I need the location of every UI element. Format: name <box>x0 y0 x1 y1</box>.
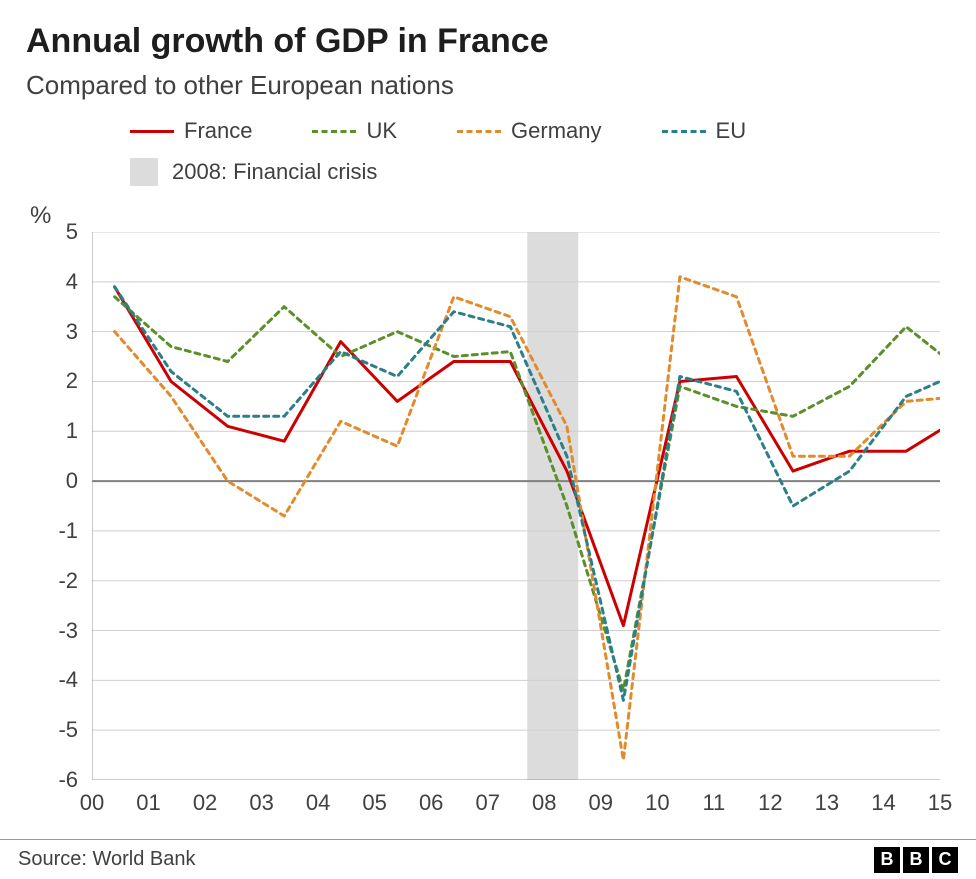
bbc-logo: B B C <box>874 847 958 873</box>
y-tick-label: 0 <box>38 468 78 494</box>
y-tick-label: -1 <box>38 518 78 544</box>
x-tick-label: 06 <box>419 790 443 816</box>
legend-label-france: France <box>184 118 252 144</box>
x-tick-label: 05 <box>362 790 386 816</box>
y-tick-label: -6 <box>38 767 78 793</box>
legend-row-crisis: 2008: Financial crisis <box>130 158 377 186</box>
legend-swatch-germany <box>457 130 501 133</box>
legend-swatch-france <box>130 130 174 133</box>
x-tick-label: 11 <box>702 790 725 816</box>
chart-page: Annual growth of GDP in France Compared … <box>0 0 976 879</box>
x-tick-label: 04 <box>306 790 330 816</box>
y-tick-label: 3 <box>38 319 78 345</box>
legend-item-uk: UK <box>312 118 397 144</box>
legend-swatch-crisis <box>130 158 158 186</box>
y-tick-label: 4 <box>38 269 78 295</box>
x-tick-label: 12 <box>758 790 782 816</box>
legend-label-uk: UK <box>366 118 397 144</box>
chart-svg <box>92 232 940 780</box>
footer: Source: World Bank B B C <box>0 839 976 879</box>
bbc-logo-letter: C <box>932 847 958 873</box>
x-tick-label: 07 <box>475 790 499 816</box>
chart-title: Annual growth of GDP in France <box>26 22 549 61</box>
legend-row-series: France UK Germany EU <box>130 118 746 144</box>
legend-swatch-eu <box>662 130 706 133</box>
legend-swatch-uk <box>312 130 356 133</box>
legend-label-crisis: 2008: Financial crisis <box>172 159 377 185</box>
x-tick-label: 01 <box>136 790 160 816</box>
legend-item-eu: EU <box>662 118 747 144</box>
bbc-logo-letter: B <box>903 847 929 873</box>
chart-subtitle: Compared to other European nations <box>26 70 454 101</box>
y-tick-label: -2 <box>38 568 78 594</box>
x-tick-label: 15 <box>928 790 952 816</box>
legend-label-eu: EU <box>716 118 747 144</box>
source-text: Source: World Bank <box>18 848 196 871</box>
x-tick-label: 10 <box>645 790 669 816</box>
y-tick-label: -3 <box>38 618 78 644</box>
y-tick-label: 1 <box>38 418 78 444</box>
y-tick-label: 5 <box>38 219 78 245</box>
x-tick-label: 03 <box>249 790 273 816</box>
y-tick-label: -5 <box>38 717 78 743</box>
legend-label-germany: Germany <box>511 118 601 144</box>
plot-area: -6-5-4-3-2-1012345 000102030405060708091… <box>92 232 940 780</box>
x-tick-label: 14 <box>871 790 895 816</box>
x-tick-label: 00 <box>80 790 104 816</box>
bbc-logo-letter: B <box>874 847 900 873</box>
y-tick-label: 2 <box>38 368 78 394</box>
legend-item-germany: Germany <box>457 118 601 144</box>
x-tick-label: 02 <box>193 790 217 816</box>
legend-item-france: France <box>130 118 252 144</box>
x-tick-label: 08 <box>532 790 556 816</box>
x-tick-label: 09 <box>589 790 613 816</box>
x-tick-label: 13 <box>815 790 839 816</box>
y-tick-label: -4 <box>38 667 78 693</box>
